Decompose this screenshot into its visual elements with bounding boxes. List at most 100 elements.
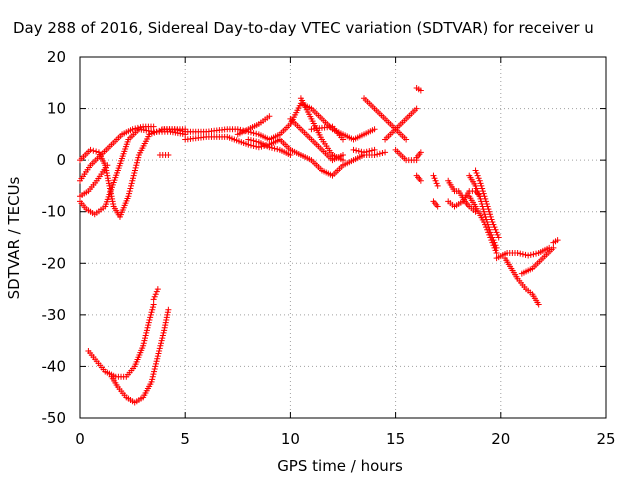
data-point	[432, 177, 439, 184]
y-tick-label: -40	[42, 357, 67, 375]
data-point	[253, 138, 260, 145]
data-point	[160, 329, 167, 336]
chart-title: Day 288 of 2016, Sidereal Day-to-day VTE…	[13, 19, 594, 37]
data-point	[433, 180, 440, 187]
data-point	[104, 175, 111, 182]
data-point	[159, 335, 166, 342]
data-point	[483, 200, 490, 207]
data-point	[366, 148, 373, 155]
data-point	[271, 145, 278, 152]
data-point	[131, 170, 138, 177]
data-point	[340, 136, 346, 143]
data-point	[154, 353, 161, 360]
data-point	[130, 172, 137, 179]
data-point	[125, 193, 132, 200]
data-point	[150, 296, 157, 303]
data-point	[129, 126, 136, 133]
data-point	[152, 291, 159, 298]
data-point	[110, 200, 117, 207]
data-point	[154, 355, 161, 362]
data-point	[247, 137, 254, 144]
data-point	[514, 249, 521, 256]
data-point	[287, 151, 294, 158]
data-point	[133, 159, 140, 166]
data-point	[105, 177, 112, 184]
data-point	[533, 250, 540, 257]
data-point	[150, 371, 157, 378]
data-point	[487, 234, 494, 241]
data-point	[104, 172, 111, 179]
data-point	[484, 226, 491, 233]
data-point	[234, 126, 241, 133]
y-tick-label: 0	[56, 151, 66, 169]
data-point	[340, 151, 346, 158]
data-point	[475, 175, 482, 182]
x-tick-label: 25	[596, 430, 615, 448]
data-point	[483, 224, 490, 231]
data-point	[250, 130, 257, 137]
data-point	[174, 126, 181, 133]
data-point	[491, 224, 498, 231]
data-point	[105, 180, 112, 187]
data-point	[153, 288, 160, 295]
data-point	[161, 327, 168, 334]
data-point	[144, 324, 151, 331]
data-point	[480, 219, 487, 226]
data-point	[143, 327, 150, 334]
data-point	[530, 251, 537, 258]
x-ticks: 0 5 10 15 20 25	[75, 57, 616, 448]
data-point	[109, 195, 116, 202]
data-point	[494, 231, 501, 238]
data-point	[430, 172, 437, 179]
data-point	[358, 148, 365, 155]
data-point	[482, 195, 489, 202]
data-point	[154, 286, 161, 293]
data-point	[434, 203, 441, 210]
data-point	[149, 373, 156, 380]
data-point	[129, 177, 136, 184]
data-point	[106, 185, 113, 192]
data-point	[135, 154, 142, 161]
data-point	[165, 306, 172, 313]
data-point	[151, 368, 158, 375]
data-point	[140, 340, 147, 347]
data-point	[164, 311, 171, 318]
data-point	[134, 157, 141, 164]
data-point	[473, 170, 480, 177]
data-point	[132, 125, 139, 132]
data-point	[150, 123, 157, 130]
data-point	[163, 317, 170, 324]
data-point	[255, 144, 262, 151]
data-point	[127, 185, 134, 192]
data-point	[133, 162, 140, 169]
data-point	[479, 185, 486, 192]
data-point	[368, 147, 375, 154]
y-tick-label: 20	[47, 48, 66, 66]
data-point	[486, 231, 493, 238]
data-point	[250, 142, 257, 149]
data-point	[141, 337, 148, 344]
data-point	[488, 216, 495, 223]
data-point	[476, 177, 483, 184]
data-point	[355, 148, 362, 155]
data-point	[340, 157, 346, 164]
data-point	[550, 244, 557, 251]
data-point	[158, 337, 165, 344]
data-point	[253, 143, 260, 150]
data-point	[146, 317, 153, 324]
data-point	[151, 366, 158, 373]
data-point	[129, 175, 136, 182]
data-point	[158, 340, 165, 347]
data-point	[155, 350, 162, 357]
data-point	[156, 345, 163, 352]
data-point	[493, 229, 500, 236]
data-point	[477, 180, 484, 187]
data-point	[156, 347, 163, 354]
data-point	[522, 251, 529, 258]
data-point	[164, 309, 171, 316]
data-point	[482, 213, 489, 220]
x-tick-label: 10	[281, 430, 300, 448]
data-point	[162, 319, 169, 326]
data-point	[417, 149, 424, 156]
y-tick-label: -50	[42, 409, 67, 427]
